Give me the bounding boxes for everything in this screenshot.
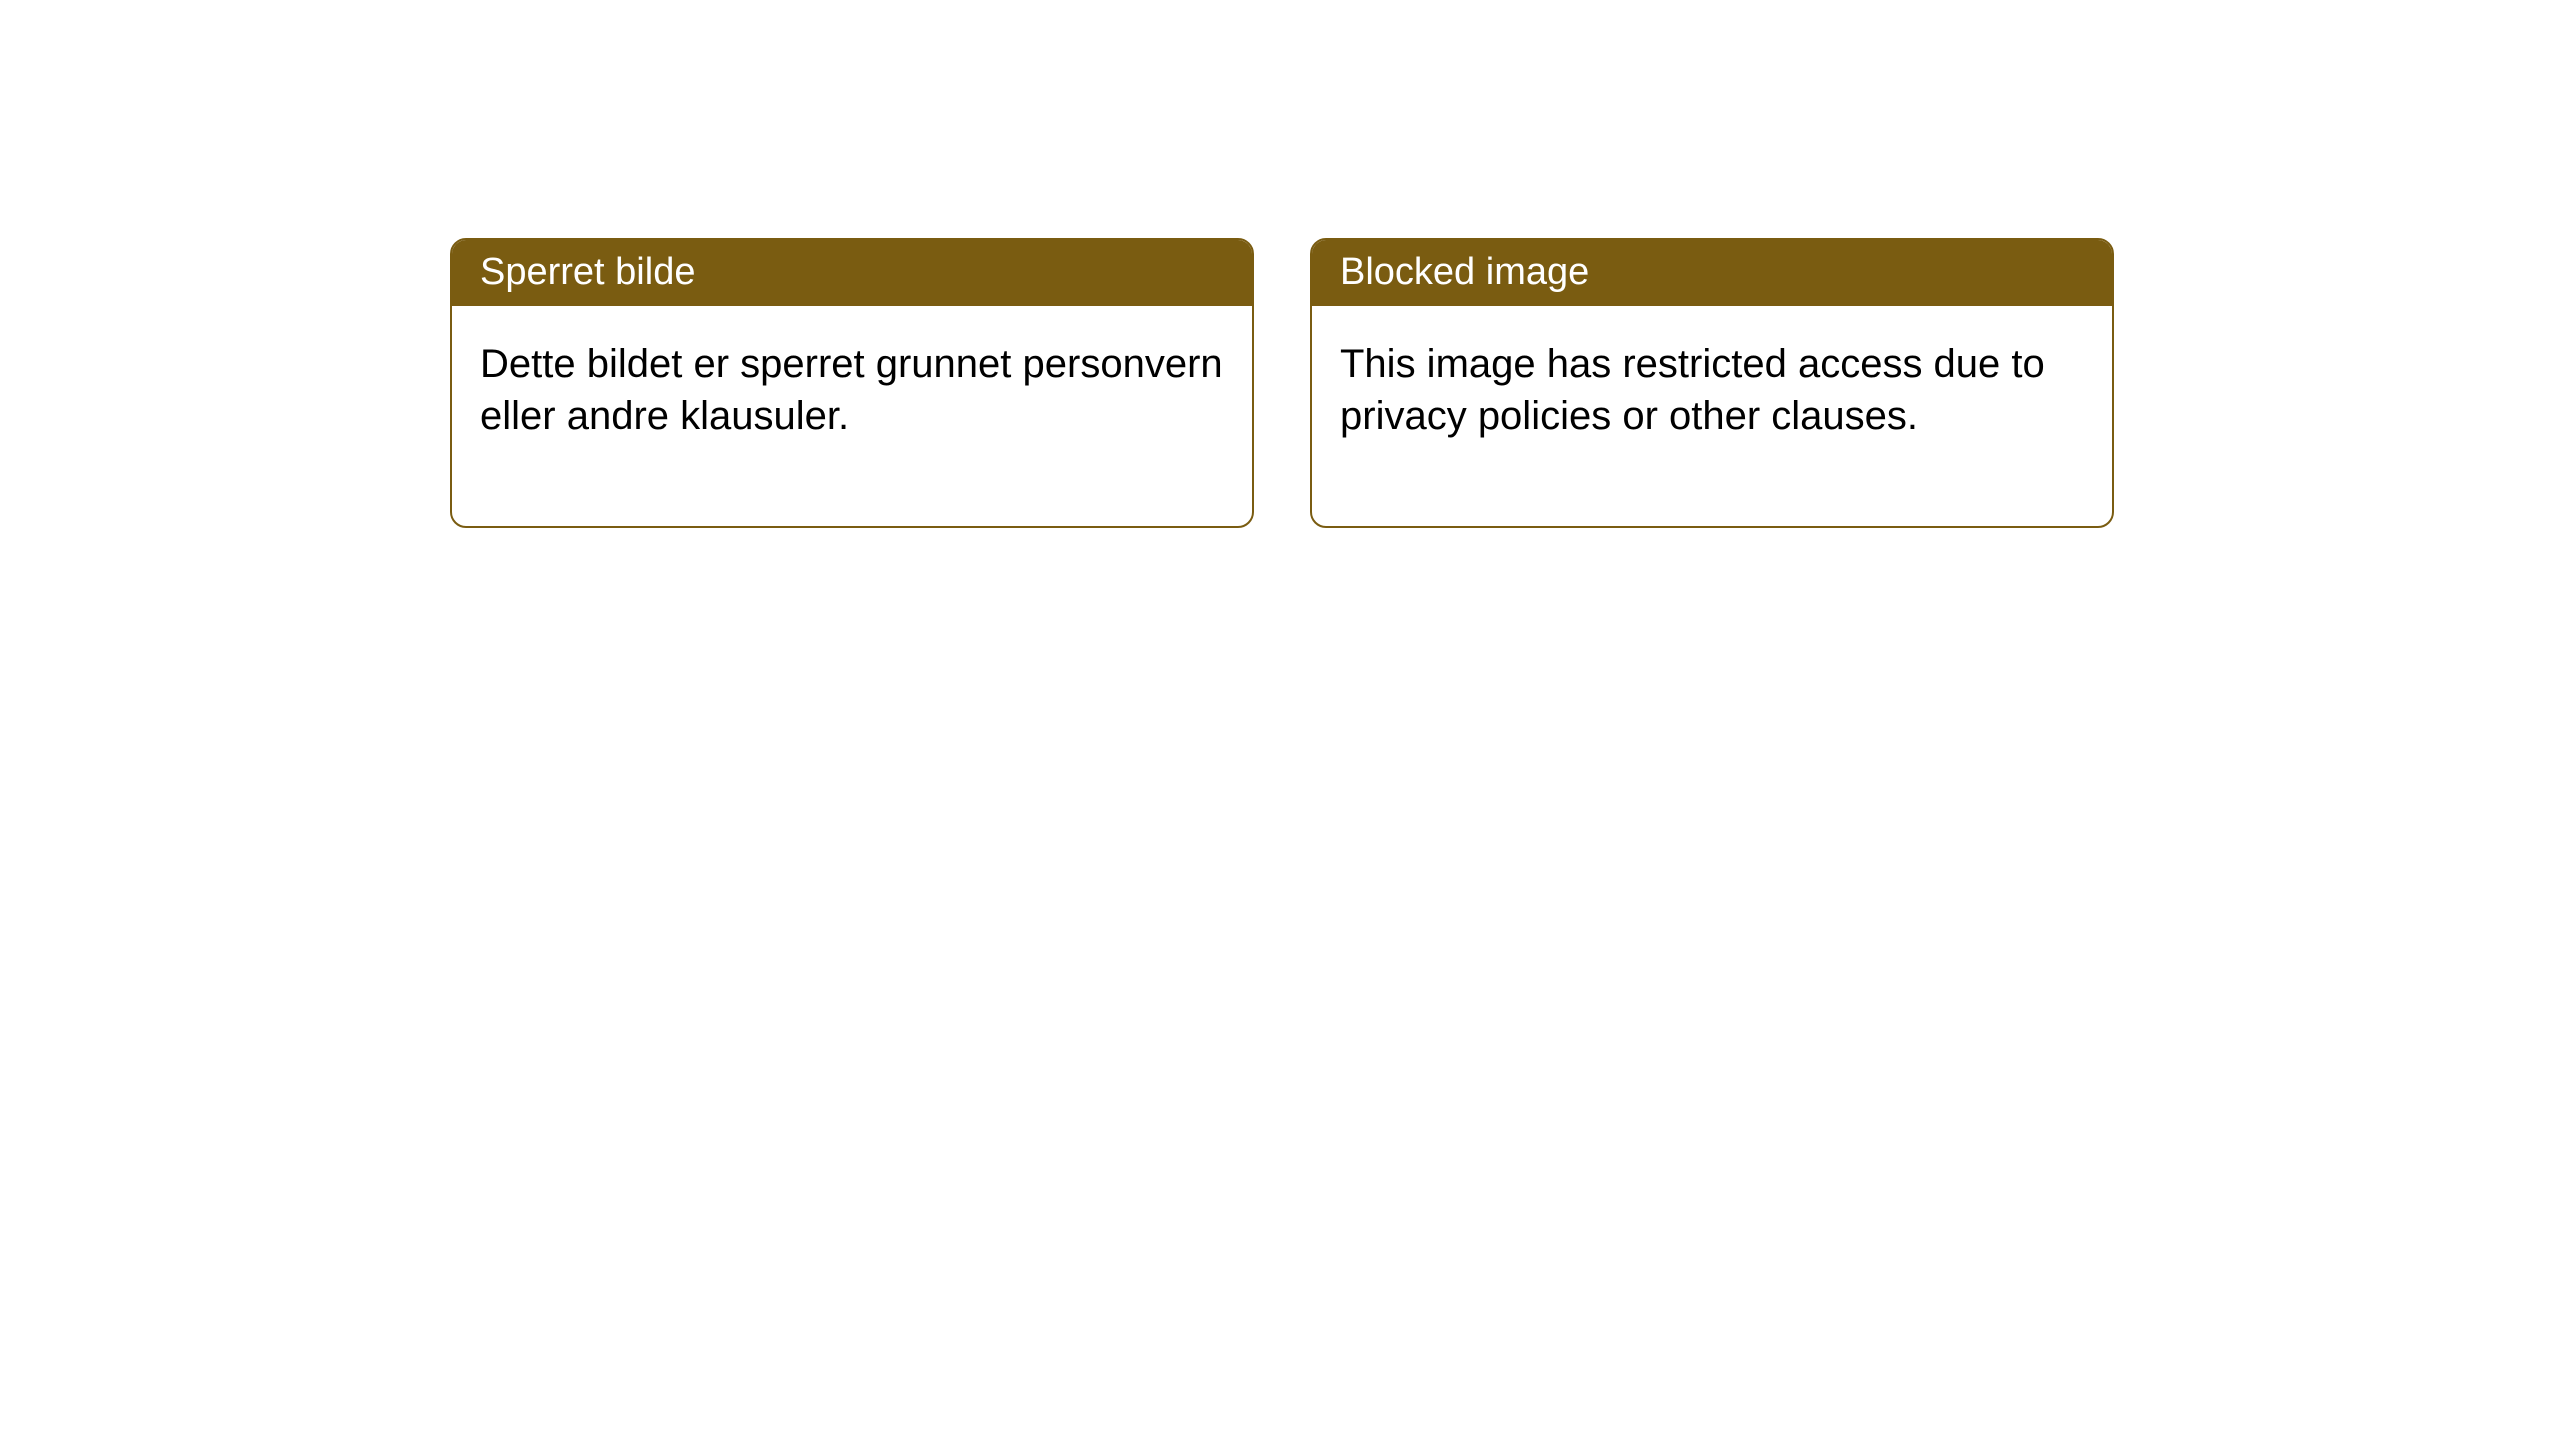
page-wrap: Sperret bilde Dette bildet er sperret gr… bbox=[0, 0, 2560, 1440]
card-body-text: This image has restricted access due to … bbox=[1312, 306, 2112, 526]
blocked-image-card-english: Blocked image This image has restricted … bbox=[1310, 238, 2114, 528]
blocked-image-cards-row: Sperret bilde Dette bildet er sperret gr… bbox=[450, 238, 2114, 528]
card-header-title: Sperret bilde bbox=[452, 240, 1252, 306]
card-header-title: Blocked image bbox=[1312, 240, 2112, 306]
card-body-text: Dette bildet er sperret grunnet personve… bbox=[452, 306, 1252, 526]
blocked-image-card-norwegian: Sperret bilde Dette bildet er sperret gr… bbox=[450, 238, 1254, 528]
